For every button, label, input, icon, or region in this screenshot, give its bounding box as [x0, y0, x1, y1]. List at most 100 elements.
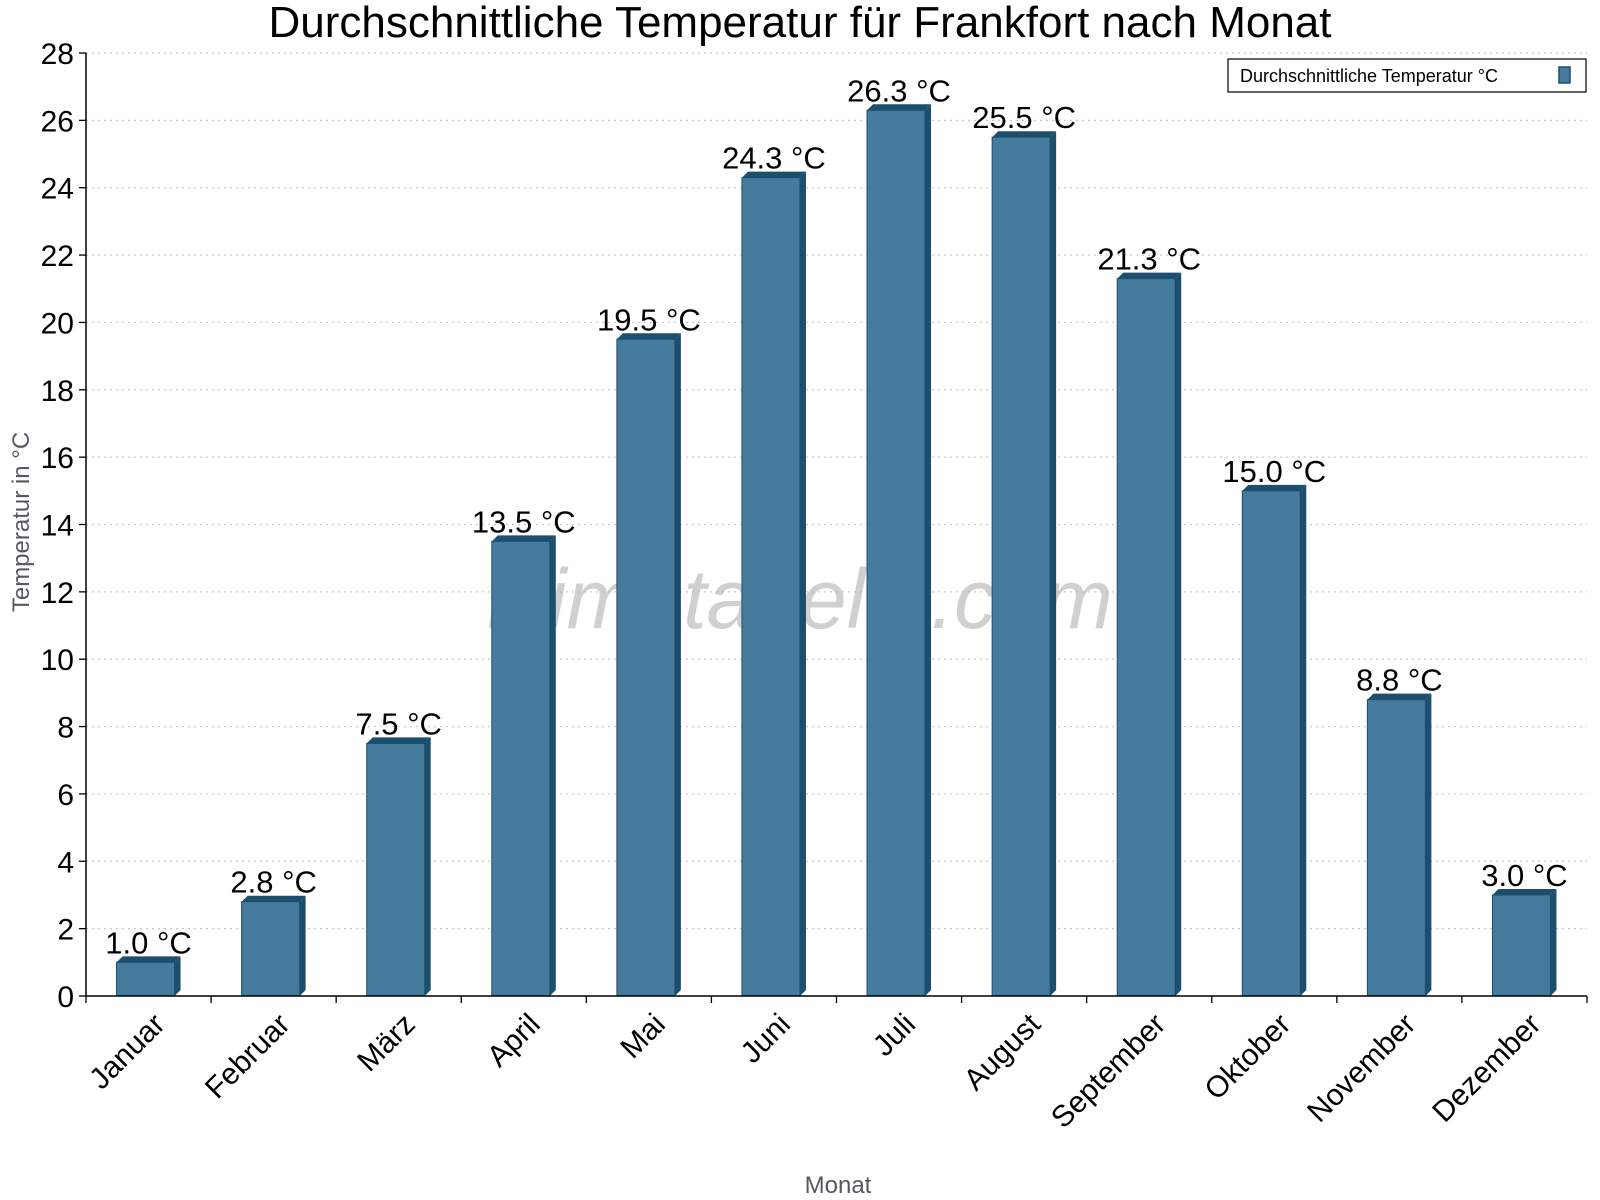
data-label: 2.8 °C: [230, 865, 317, 900]
data-label: 19.5 °C: [597, 302, 701, 337]
bar-front: [1491, 894, 1551, 997]
legend: Durchschnittliche Temperatur °C: [1227, 58, 1587, 93]
x-tick-label: Januar: [83, 1008, 171, 1096]
bar-april: [491, 535, 556, 997]
bar-top: [867, 104, 932, 111]
y-tick-label: 26: [41, 105, 74, 138]
bar-top: [616, 333, 681, 340]
bar-front: [1241, 490, 1301, 997]
bar-front: [616, 338, 676, 997]
data-label: 26.3 °C: [847, 73, 951, 108]
bar-side: [1175, 272, 1182, 996]
bar-top: [241, 895, 306, 902]
x-tick-label: Juli: [867, 1008, 922, 1063]
bar-side: [674, 333, 681, 997]
bar-front: [1366, 699, 1426, 997]
bars: [116, 104, 1557, 997]
bar-juni: [741, 171, 806, 997]
x-tick-label: Juni: [735, 1008, 797, 1070]
bar-front: [1116, 278, 1176, 997]
data-label: 7.5 °C: [355, 706, 442, 741]
x-tick-label: Oktober: [1198, 1008, 1297, 1107]
legend-box: [1227, 58, 1587, 93]
bar-november: [1366, 693, 1432, 997]
legend-swatch: [1558, 66, 1571, 84]
bar-top: [491, 535, 556, 542]
bar-front: [491, 540, 551, 997]
bar-top: [1242, 484, 1307, 491]
bar-front: [866, 109, 926, 997]
data-label: 24.3 °C: [722, 141, 826, 176]
y-tick-label: 28: [41, 38, 74, 71]
data-labels: 1.0 °C 2.8 °C 7.5 °C 13.5 °C 19.5 °C 24.3 °C 2…: [105, 73, 1567, 960]
y-tick-label: 12: [41, 577, 74, 610]
bar-side: [1550, 888, 1557, 996]
bar-top: [116, 956, 181, 963]
x-tick-label: Dezember: [1426, 1008, 1547, 1129]
y-tick-label: 24: [41, 173, 74, 206]
bar-side: [424, 737, 431, 996]
bar-top: [741, 171, 806, 178]
x-tick-label: Februar: [199, 1008, 297, 1106]
x-tick-label: August: [958, 1007, 1048, 1097]
y-axis-title: Temperatur in °C: [8, 432, 35, 612]
axes: [79, 52, 1588, 1003]
bar-top: [992, 131, 1057, 138]
bar-side: [925, 104, 932, 997]
bar-side: [299, 895, 306, 996]
bar-front: [241, 901, 301, 997]
bar-top: [366, 737, 431, 744]
legend-label: Durchschnittliche Temperatur °C: [1240, 66, 1498, 86]
bar-september: [1116, 272, 1182, 997]
bar-side: [1425, 693, 1432, 996]
bar-side: [1050, 131, 1057, 997]
bar-juli: [866, 104, 932, 997]
x-tick-label: November: [1301, 1008, 1422, 1129]
x-tick-label: Mai: [614, 1008, 672, 1066]
bar-side: [174, 956, 181, 996]
bar-side: [1300, 484, 1307, 996]
y-tick-label: 14: [41, 510, 74, 543]
data-label: 21.3 °C: [1097, 242, 1201, 277]
bar-august: [991, 131, 1057, 997]
x-tick-labels: Januar Februar März April Mai Juni Juli AugustS…: [83, 1007, 1547, 1135]
data-label: 8.8 °C: [1356, 663, 1443, 698]
y-tick-label: 0: [57, 981, 74, 1014]
bar-front: [116, 961, 176, 997]
y-tick-label: 20: [41, 307, 74, 340]
y-tick-label: 10: [41, 644, 74, 677]
y-tick-label: 22: [41, 240, 74, 273]
y-tick-label: 4: [57, 846, 74, 879]
y-tick-label: 18: [41, 375, 74, 408]
x-tick-label: September: [1045, 1008, 1172, 1135]
data-label: 25.5 °C: [972, 100, 1076, 135]
y-tick-label: 2: [57, 914, 74, 947]
chart-title: Durchschnittliche Temperatur für Frankfo…: [269, 0, 1332, 47]
y-tick-label: 6: [57, 779, 74, 812]
bar-oktober: [1241, 484, 1307, 997]
data-label: 3.0 °C: [1481, 858, 1568, 893]
y-tick-label: 8: [57, 712, 74, 745]
bar-januar: [116, 956, 181, 997]
bar-märz: [366, 737, 431, 997]
data-label: 15.0 °C: [1222, 454, 1326, 489]
bar-side: [799, 171, 806, 996]
y-tick-label: 16: [41, 442, 74, 475]
data-label: 13.5 °C: [472, 504, 576, 539]
bar-top: [1117, 272, 1182, 279]
data-label: 1.0 °C: [105, 925, 192, 960]
bar-front: [991, 136, 1051, 997]
x-tick-label: März: [351, 1008, 421, 1078]
bar-front: [366, 742, 426, 997]
grid-lines: [86, 52, 1587, 930]
x-axis-title: Monat: [805, 1172, 872, 1199]
x-tick-label: April: [481, 1008, 547, 1074]
bar-top: [1367, 693, 1432, 700]
bar-februar: [241, 895, 306, 997]
bar-side: [549, 535, 556, 996]
bar-dezember: [1491, 888, 1557, 997]
bar-front: [741, 177, 801, 997]
bar-mai: [616, 333, 681, 997]
